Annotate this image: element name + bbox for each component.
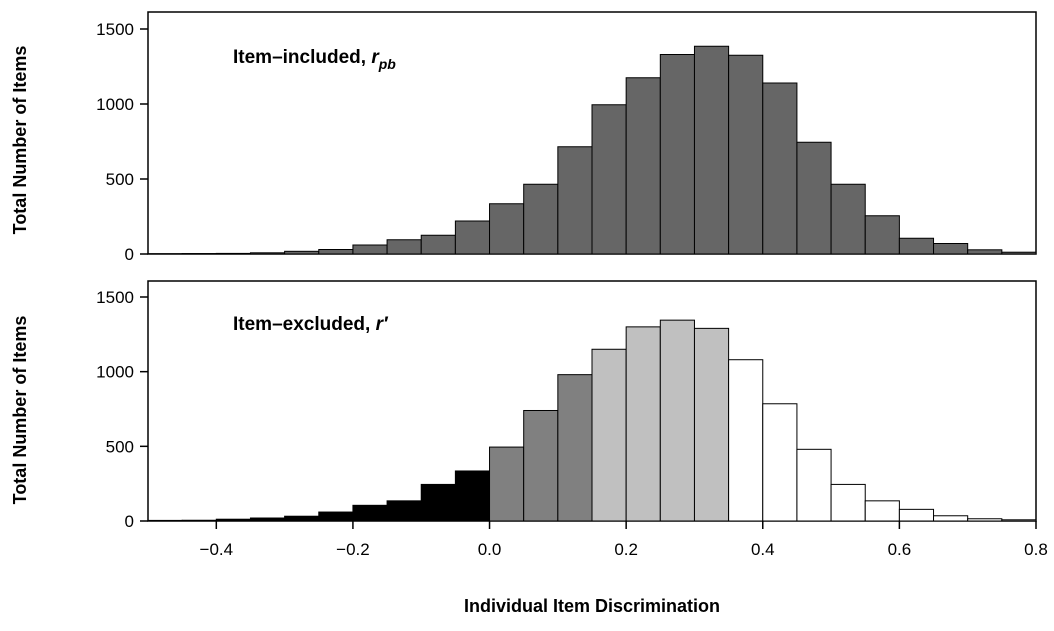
bottom-histogram-bar-23 (933, 515, 969, 522)
x-tick-label-3: 0.2 (614, 540, 638, 559)
top-histogram-bar-13 (591, 104, 627, 255)
top-histogram-bar-25 (1001, 251, 1037, 255)
bottom-histogram-bar-22 (898, 508, 935, 522)
bottom-y-tick-label-1: 500 (106, 437, 134, 456)
bottom-y-tick-label-0: 0 (125, 512, 134, 531)
bottom-panel: 0 500 1000 1500 −0.4 −0.2 0.0 0.2 0.4 0.6 0.8 Ite… (10, 280, 1048, 616)
x-tick-label-1: −0.2 (336, 540, 370, 559)
bottom-histogram-bar-17 (728, 359, 764, 522)
bottom-panel-y-axis-title: Total Number of Items (10, 316, 30, 505)
top-panel-label: Item–included, rpb (233, 47, 396, 72)
top-panel-label-main: Item–included, (233, 47, 371, 68)
top-histogram-bar-2 (215, 252, 251, 255)
bottom-panel-bars (147, 319, 1037, 522)
top-y-tick-label-0: 0 (125, 245, 134, 264)
bottom-histogram-bar-13 (591, 348, 627, 522)
top-histogram-bar-21 (864, 215, 900, 255)
bottom-histogram-bar-1 (181, 519, 217, 522)
top-histogram-bar-5 (318, 249, 354, 255)
bottom-histogram-bar-7 (386, 500, 422, 522)
bottom-histogram-bar-16 (693, 327, 730, 522)
x-tick-label-0: −0.4 (200, 540, 234, 559)
bottom-panel-label-main: Item–excluded, (233, 314, 376, 335)
bottom-histogram-bar-21 (864, 500, 900, 522)
bottom-histogram-bar-24 (967, 518, 1003, 522)
bottom-histogram-bar-3 (249, 517, 286, 522)
top-histogram-bar-3 (249, 252, 286, 255)
top-histogram-bar-15 (659, 54, 695, 255)
top-histogram-bar-23 (933, 243, 969, 255)
bottom-histogram-bar-15 (659, 319, 695, 522)
top-histogram-bar-14 (625, 77, 661, 255)
bottom-histogram-bar-4 (284, 515, 320, 522)
bottom-histogram-bar-10 (489, 446, 525, 522)
bottom-panel-y-axis: 0 500 1000 1500 (96, 288, 148, 531)
bottom-histogram-bar-14 (625, 326, 661, 522)
top-histogram-bar-8 (420, 234, 456, 255)
x-axis-title: Individual Item Discrimination (464, 596, 720, 616)
bottom-histogram-bar-12 (557, 374, 593, 522)
bottom-y-tick-label-3: 1500 (96, 288, 134, 307)
top-histogram-bar-22 (898, 237, 935, 255)
bottom-histogram-bar-9 (454, 470, 491, 522)
top-y-tick-label-1: 500 (106, 170, 134, 189)
top-y-tick-label-2: 1000 (96, 95, 134, 114)
bottom-panel-label: Item–excluded, r′ (233, 314, 389, 335)
x-tick-label-2: 0.0 (478, 540, 502, 559)
bottom-histogram-bar-18 (762, 403, 798, 522)
top-histogram-bar-24 (967, 249, 1003, 255)
bottom-histogram-bar-19 (796, 448, 832, 522)
bottom-histogram-bar-8 (420, 483, 456, 522)
top-histogram-bar-17 (728, 54, 764, 255)
bottom-histogram-bar-6 (352, 504, 388, 522)
top-panel-label-symbol: r (371, 47, 380, 68)
top-histogram-bar-16 (693, 45, 730, 255)
top-histogram-bar-20 (830, 183, 866, 255)
top-panel-y-axis: 0 500 1000 1500 (96, 20, 148, 264)
bottom-y-tick-label-2: 1000 (96, 363, 134, 382)
top-histogram-bar-9 (454, 220, 491, 255)
bottom-histogram-bar-11 (523, 409, 559, 522)
top-histogram-bar-7 (386, 239, 422, 255)
top-histogram-bar-10 (489, 203, 525, 255)
top-histogram-bar-19 (796, 141, 832, 255)
top-histogram-bar-6 (352, 244, 388, 255)
top-panel-y-axis-title: Total Number of Items (10, 46, 30, 235)
top-panel-bars (147, 45, 1037, 255)
bottom-histogram-bar-25 (1001, 519, 1037, 522)
bottom-histogram-bar-0 (147, 519, 183, 522)
x-tick-label-5: 0.6 (888, 540, 912, 559)
top-histogram-bar-12 (557, 146, 593, 255)
top-histogram-bar-4 (284, 250, 320, 255)
bottom-histogram-bar-2 (215, 518, 251, 522)
x-tick-label-4: 0.4 (751, 540, 775, 559)
bottom-histogram-bar-5 (318, 511, 354, 522)
x-tick-label-6: 0.8 (1024, 540, 1048, 559)
top-panel: 0 500 1000 1500 Item–included, rpb Total Nu… (10, 11, 1037, 264)
bottom-panel-label-symbol: r′ (376, 314, 389, 335)
bottom-histogram-bar-20 (830, 483, 866, 522)
top-panel-label-subscript: pb (378, 56, 397, 72)
bottom-panel-x-axis: −0.4 −0.2 0.0 0.2 0.4 0.6 0.8 (200, 521, 1048, 559)
top-y-tick-label-3: 1500 (96, 20, 134, 39)
top-histogram-bar-11 (523, 183, 559, 255)
top-histogram-bar-18 (762, 82, 798, 255)
